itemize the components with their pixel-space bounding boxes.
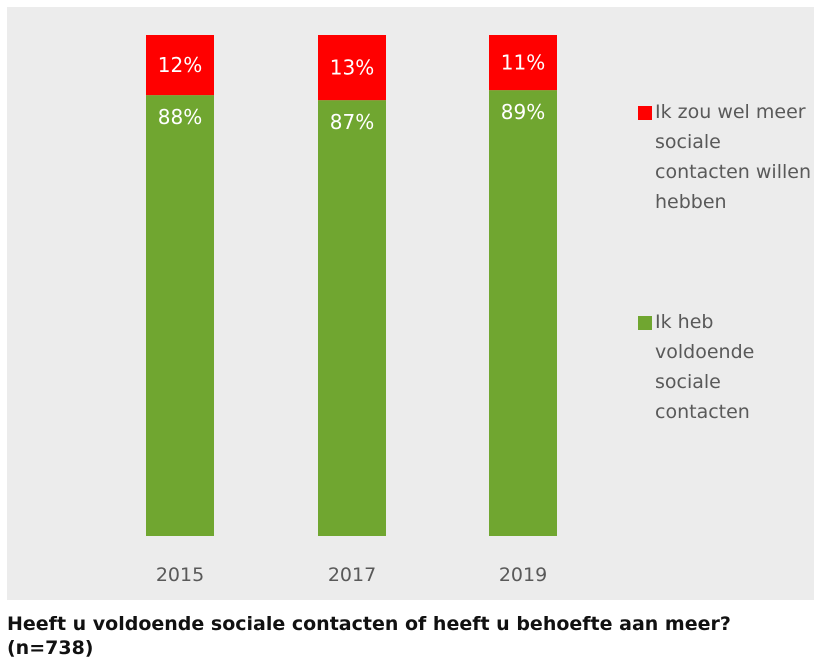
legend-item-enough-contacts: Ik heb voldoende sociale contacten xyxy=(633,307,813,427)
bar-2019-series-1 xyxy=(489,35,557,91)
chart-caption: Heeft u voldoende sociale contacten of h… xyxy=(7,612,807,660)
bar-2019-series-0 xyxy=(489,90,557,537)
legend-label-more-contacts: Ik zou wel meer sociale contacten willen… xyxy=(655,101,811,213)
bar-2017-series-0 xyxy=(318,100,386,536)
x-tick-label-2019: 2019 xyxy=(499,564,547,586)
legend-swatch-red xyxy=(638,106,652,120)
legend: Ik zou wel meer sociale contacten willen… xyxy=(633,97,813,427)
bar-2015-series-1 xyxy=(146,35,214,96)
x-tick-label-2017: 2017 xyxy=(328,564,376,586)
bar-2015-series-0 xyxy=(146,95,214,537)
chart-area: 88% 12% 2015 87% 13% 2017 89% 11% 2019 Ik zou we… xyxy=(7,7,814,600)
caption-question: Heeft u voldoende sociale contacten of h… xyxy=(7,613,731,635)
caption-sample-size: (n=738) xyxy=(7,637,94,659)
data-label-2019-series-1: 11% xyxy=(501,51,545,75)
stacked-bar-chart: 88% 12% 2015 87% 13% 2017 89% 11% 2019 xyxy=(146,35,557,586)
data-label-2015-series-0: 88% xyxy=(158,105,202,129)
legend-swatch-green xyxy=(638,316,652,330)
data-label-2017-series-0: 87% xyxy=(330,110,374,134)
bar-2017-series-1 xyxy=(318,35,386,101)
data-label-2017-series-1: 13% xyxy=(330,56,374,80)
data-label-2015-series-1: 12% xyxy=(158,53,202,77)
legend-item-more-contacts: Ik zou wel meer sociale contacten willen… xyxy=(633,97,813,217)
x-tick-label-2015: 2015 xyxy=(156,564,204,586)
legend-label-enough-contacts: Ik heb voldoende sociale contacten xyxy=(655,311,755,423)
data-label-2019-series-0: 89% xyxy=(501,100,545,124)
